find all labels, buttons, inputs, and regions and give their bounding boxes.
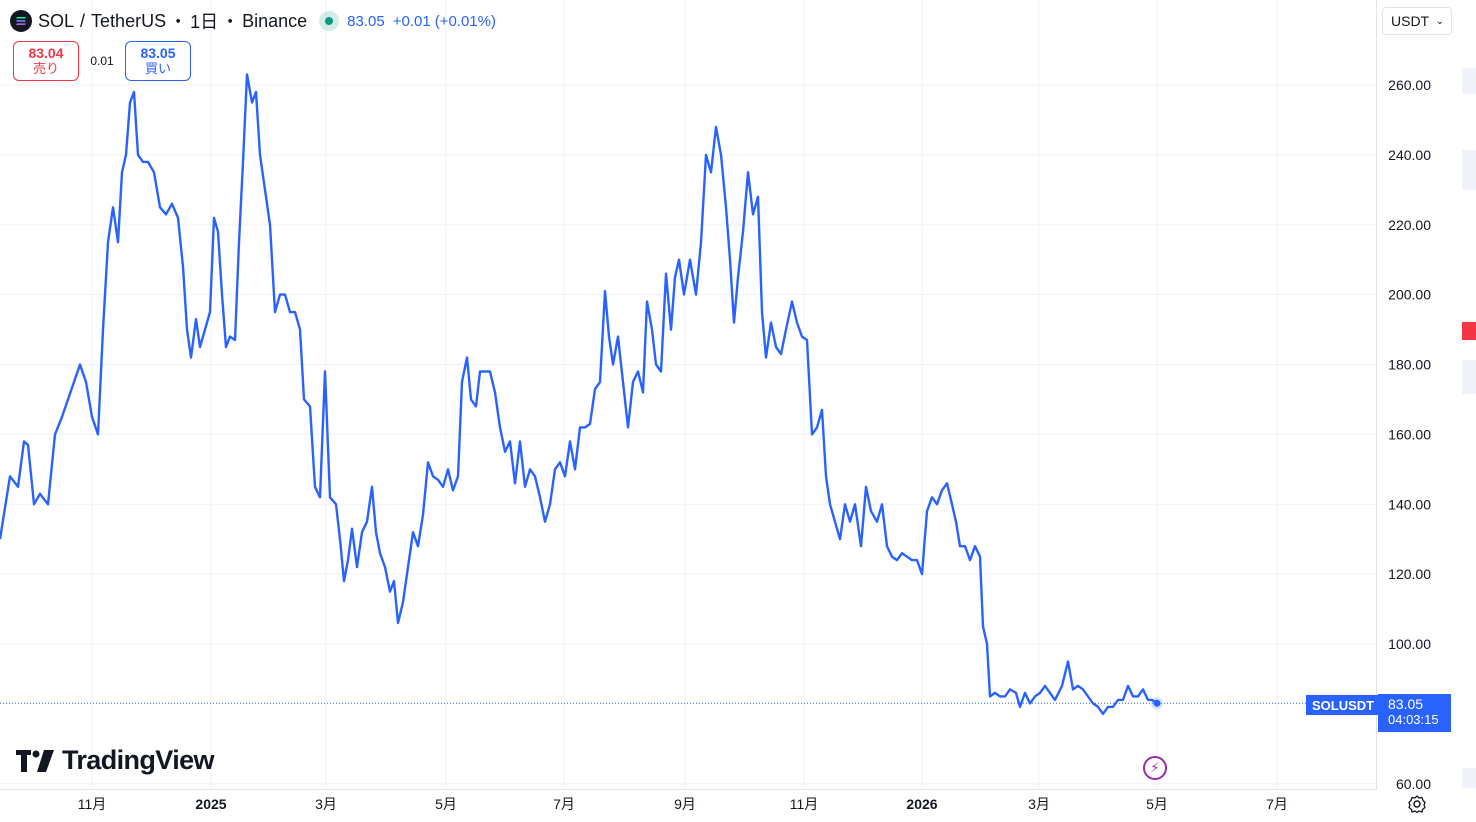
symbol-price-label: SOLUSDT: [1306, 695, 1381, 715]
symbol-quote: TetherUS: [91, 10, 167, 31]
edge-tab-mid[interactable]: [1462, 150, 1476, 190]
symbol-header[interactable]: SOL / TetherUS ・ 1日 ・ Binance 83.05 +0.0…: [10, 8, 496, 34]
sell-price: 83.04: [28, 45, 64, 61]
x-tick-label: 7月: [553, 796, 575, 812]
y-tick-label: 100.00: [1388, 636, 1431, 652]
y-tick-label: 180.00: [1388, 357, 1431, 373]
buy-price: 83.05: [140, 45, 176, 61]
tradingview-logo[interactable]: TradingView: [16, 745, 215, 776]
series-line: [0, 73, 1158, 716]
y-tick-label: 260.00: [1388, 77, 1431, 93]
spread-value: 0.01: [90, 54, 114, 68]
exchange-label: Binance: [242, 10, 308, 31]
chart-grid: [0, 0, 1376, 789]
x-tick-label: 11月: [790, 796, 819, 812]
y-tick-label: 60.00: [1396, 776, 1431, 792]
edge-tab-alert[interactable]: [1462, 322, 1476, 340]
edge-tab-top[interactable]: [1462, 68, 1476, 94]
y-tick-label: 200.00: [1388, 287, 1431, 303]
y-tick-label: 240.00: [1388, 147, 1431, 163]
currency-label: USDT: [1391, 13, 1430, 29]
symbol-separator: /: [80, 10, 86, 31]
x-tick-label: 11月: [78, 796, 107, 812]
x-tick-label: 3月: [315, 796, 337, 812]
last-price-value: 83.05: [1388, 696, 1424, 712]
tradingview-wordmark: TradingView: [62, 745, 215, 775]
header-price: 83.05: [347, 12, 385, 30]
edge-tab-bottom[interactable]: [1462, 768, 1476, 788]
time-axis[interactable]: 11月 2025 3月 5月 7月 9月 11月 2026 3月 5月 7月: [78, 796, 1288, 812]
tradingview-logo-icon: [16, 749, 54, 772]
y-tick-label: 120.00: [1388, 566, 1431, 582]
gear-icon[interactable]: [1406, 793, 1428, 815]
x-tick-label: 3月: [1028, 796, 1050, 812]
dot-separator: ・: [221, 12, 240, 32]
x-tick-label: 2026: [906, 796, 937, 812]
last-point: [1153, 699, 1161, 707]
dot-separator: ・: [169, 12, 188, 32]
edge-tab-low[interactable]: [1462, 360, 1476, 394]
y-tick-label: 220.00: [1388, 217, 1431, 233]
x-tick-label: 2025: [195, 796, 226, 812]
header-change: +0.01: [392, 12, 431, 30]
x-tick-label: 9月: [674, 796, 696, 812]
currency-select[interactable]: USDT ⌄: [1382, 7, 1452, 35]
buy-button[interactable]: 83.05 買い: [125, 41, 191, 81]
x-tick-label: 5月: [1146, 796, 1168, 812]
header-change-percent: (+0.01%): [434, 12, 496, 30]
buy-label: 買い: [144, 61, 171, 76]
y-tick-label: 160.00: [1388, 426, 1431, 442]
sell-button[interactable]: 83.04 売り: [13, 41, 79, 81]
x-tick-label: 7月: [1266, 796, 1288, 812]
lightning-icon[interactable]: ⚡: [1143, 756, 1167, 780]
market-status-icon[interactable]: [319, 11, 340, 31]
solana-logo-icon: [10, 10, 32, 32]
last-price-label: 83.05 04:03:15: [1378, 694, 1451, 732]
bar-countdown: 04:03:15: [1388, 712, 1439, 727]
y-tick-label: 140.00: [1388, 496, 1431, 512]
trade-buttons: 83.04 売り 0.01 83.05 買い: [13, 41, 191, 81]
interval-label[interactable]: 1日: [190, 12, 219, 32]
price-axis[interactable]: 260.00 240.00 220.00 200.00 180.00 160.00 140.…: [1388, 77, 1431, 792]
x-tick-label: 5月: [435, 796, 457, 812]
sell-label: 売り: [32, 61, 59, 76]
chevron-down-icon: ⌄: [1435, 15, 1444, 27]
symbol-base: SOL: [38, 10, 75, 31]
